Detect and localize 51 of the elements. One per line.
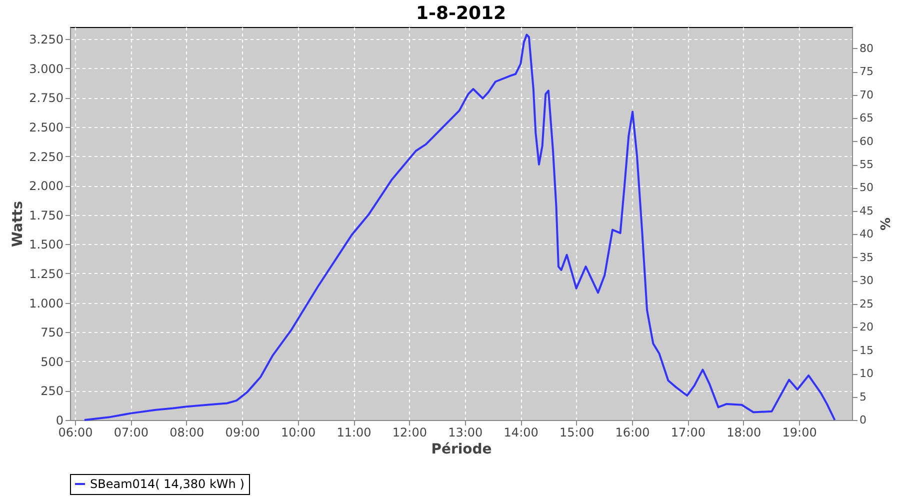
x-tick-label: 11:00 [336,426,372,440]
line-series [83,34,836,421]
y2-tick-label: 50 [860,181,874,194]
y2-tick-label: 15 [860,344,874,357]
x-tick-label: 19:00 [782,426,817,440]
x-tick-label: 13:00 [448,426,483,440]
x-tick-label: 18:00 [726,426,762,440]
x-tick-label: 16:00 [615,426,650,440]
y2-tick-label: 10 [860,367,874,380]
y-tick-label: 2.000 [29,179,64,194]
y-tick-label: 1.750 [29,208,64,222]
y2-tick-label: 45 [860,204,874,218]
y2-tick-label: 65 [860,112,874,125]
chart-title: 1-8-2012 [416,3,506,24]
y2-tick-label: 80 [860,42,874,55]
y-tick-label: 1.250 [29,266,64,281]
y2-tick-label: 70 [860,88,874,102]
y-tick-label: 1.500 [29,238,64,252]
y-axis-title: Watts [10,200,26,248]
x-tick-label: 08:00 [170,426,204,440]
y-tick-label: 2.750 [29,91,64,106]
y2-tick-label: 25 [860,297,874,310]
x-tick-label: 14:00 [504,426,538,440]
y2-tick-label: 30 [860,274,874,288]
y2-tick-label: 0 [860,414,866,426]
y2-tick-label: 40 [860,228,874,241]
y-tick-label: 2.500 [29,120,64,134]
y-tick-label: 2.250 [29,150,64,164]
y-tick-label: 1.000 [29,296,64,310]
x-tick-label: 15:00 [560,426,594,440]
x-tick-label: 07:00 [114,426,149,440]
x-tick-label: 12:00 [392,426,427,440]
y-tick-label: 250 [40,384,64,398]
x-axis-title: Période [431,442,492,458]
legend-label: SBeam014( 14,380 kWh ) [90,477,244,491]
y2-tick-label: 20 [860,320,874,334]
x-tick-label: 10:00 [281,426,316,440]
y-tick-label: 3.000 [29,62,64,76]
y2-tick-label: 60 [860,134,874,148]
y2-tick-label: 55 [860,158,874,172]
y-tick-label: 3.250 [29,32,64,47]
y-tick-label: 0 [56,414,64,428]
y2-tick-label: 5 [860,390,866,404]
y-tick-label: 500 [40,354,64,369]
x-tick-label: 06:00 [58,426,93,440]
x-tick-label: 09:00 [225,426,260,440]
y2-tick-label: 35 [860,250,874,264]
y-tick-label: 750 [40,326,64,340]
y2-axis-title: % [876,217,892,231]
x-tick-label: 17:00 [670,426,706,440]
y2-tick-label: 75 [860,65,874,78]
